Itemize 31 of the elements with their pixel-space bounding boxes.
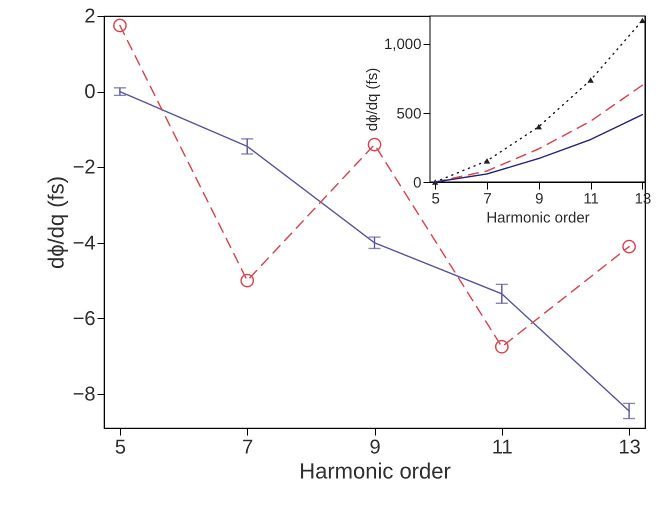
x-tick-label: 13: [618, 436, 641, 458]
point: [240, 274, 254, 288]
y-tick-label: 2: [84, 6, 96, 28]
x-tick-label: 5: [114, 436, 126, 458]
x-tick-label: 11: [492, 436, 513, 458]
point: [639, 18, 646, 24]
x-tick-label: 9: [535, 190, 544, 208]
y-tick-label: −8: [72, 383, 96, 406]
y-tick-label: 500: [396, 105, 422, 122]
point: [536, 124, 542, 130]
point: [368, 138, 382, 152]
y-tick-label: 1,000: [384, 36, 422, 54]
x-axis-title: Harmonic order: [299, 458, 451, 484]
x-tick-label: 11: [583, 190, 599, 208]
x-tick-label: 7: [242, 436, 254, 458]
y-axis-title: dϕ/dq (fs): [364, 68, 381, 132]
y-axis-title: dϕ/dq (fs): [44, 176, 69, 270]
point: [622, 240, 636, 254]
y-tick-label: −2: [72, 156, 96, 179]
x-axis-title: Harmonic order: [486, 210, 590, 226]
point: [587, 77, 594, 83]
point: [484, 158, 490, 164]
x-tick-label: 9: [369, 436, 381, 458]
y-tick-label: 0: [84, 81, 96, 104]
y-tick-label: −4: [72, 232, 96, 254]
x-tick-label: 5: [432, 190, 440, 208]
x-tick-label: 7: [483, 190, 492, 208]
point: [113, 18, 127, 32]
y-tick-label: −6: [72, 308, 96, 330]
y-tick-label: 0: [413, 174, 422, 192]
point: [494, 340, 509, 354]
